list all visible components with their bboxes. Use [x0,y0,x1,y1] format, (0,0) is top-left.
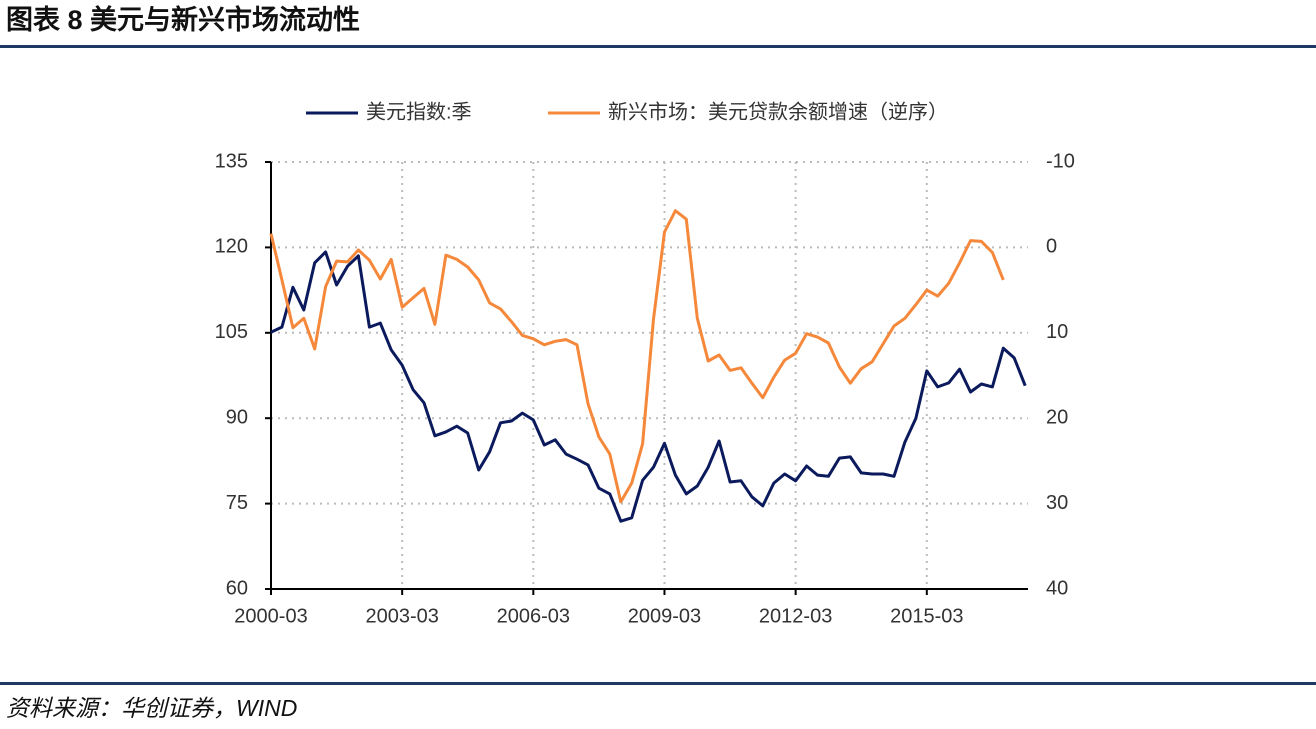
x-tick-label: 2006-03 [497,605,570,627]
y2-tick-label: -10 [1046,150,1075,172]
y2-tick-label: 20 [1046,406,1068,428]
y-tick-label: 75 [226,492,248,514]
x-tick-label: 2012-03 [759,605,832,627]
y-tick-label: 105 [215,321,248,343]
series-line [270,250,1027,523]
source-note: 资料来源：华创证券，WIND [6,695,297,721]
chart-title: 图表 8 美元与新兴市场流动性 [6,4,360,35]
y-tick-label: 135 [215,150,248,172]
series-line [269,209,1005,504]
x-tick-label: 2000-03 [234,605,307,627]
y2-tick-label: 40 [1046,577,1068,599]
x-tick-label: 2009-03 [628,605,701,627]
legend-label: 美元指数:季 [366,100,472,123]
y2-tick-label: 30 [1046,492,1068,514]
y2-tick-label: 0 [1046,236,1057,258]
x-tick-label: 2015-03 [890,605,963,627]
y-tick-label: 60 [226,577,248,599]
title-rule [0,45,1316,48]
y-tick-label: 90 [226,406,248,428]
y-tick-label: 120 [215,236,248,258]
legend-label: 新兴市场：美元贷款余额增速（逆序） [608,100,948,123]
x-tick-label: 2003-03 [365,605,438,627]
y2-tick-label: 10 [1046,321,1068,343]
footer-rule [0,682,1316,685]
